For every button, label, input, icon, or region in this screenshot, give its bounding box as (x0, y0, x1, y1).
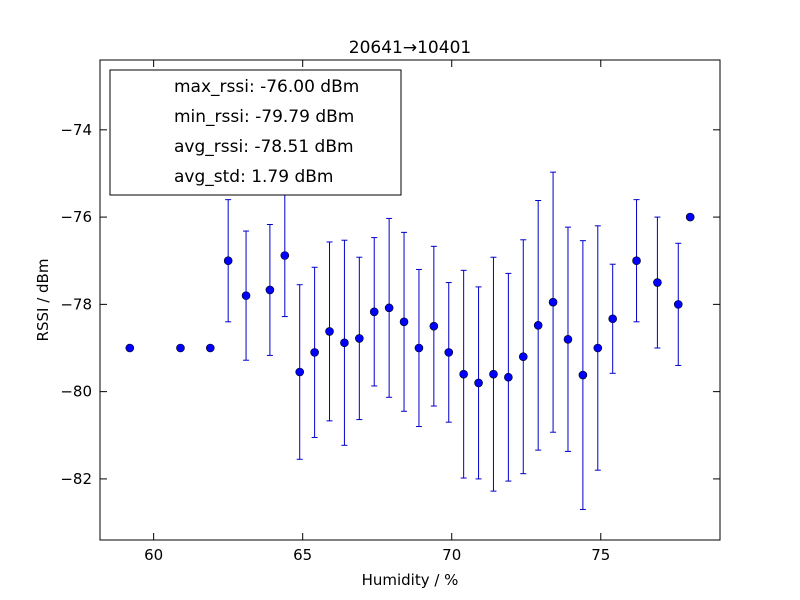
data-point (518, 352, 528, 362)
data-point (429, 321, 439, 331)
data-point (563, 334, 573, 344)
legend: max_rssi: -76.00 dBm min_rssi: -79.79 dB… (109, 69, 402, 196)
legend-entry-max-rssi: max_rssi: -76.00 dBm (174, 77, 359, 97)
x-tick-label: 75 (591, 546, 610, 564)
data-point (459, 369, 468, 379)
x-tick-label: 60 (144, 546, 163, 564)
plot-area (125, 171, 695, 510)
data-point (223, 256, 233, 266)
data-point (340, 338, 349, 348)
y-tick-label: −74 (60, 121, 92, 139)
data-point (265, 285, 275, 295)
data-point (241, 291, 251, 300)
data-point (653, 278, 662, 287)
data-point (384, 303, 394, 313)
data-point (125, 343, 135, 353)
data-point (399, 317, 409, 327)
data-point (593, 343, 603, 353)
data-point (632, 256, 641, 266)
legend-box (109, 69, 402, 196)
data-point (414, 343, 424, 353)
data-point (474, 378, 483, 388)
axes-frame (99, 59, 721, 541)
y-tick-label: −76 (60, 208, 92, 226)
x-tick-label: 70 (442, 546, 461, 564)
data-point (355, 334, 364, 343)
data-point (548, 297, 558, 307)
legend-entry-min-rssi: min_rssi: -79.79 dBm (174, 107, 354, 127)
data-point (489, 369, 498, 379)
data-point (608, 314, 617, 324)
legend-entry-avg-rssi: avg_rssi: -78.51 dBm (174, 137, 354, 157)
data-point (280, 251, 290, 260)
data-point (685, 212, 695, 222)
axis-ticks: 60 65 70 75 −74 −76 −78 −80 −82 (60, 60, 720, 564)
chart-title: 20641→10401 (349, 38, 471, 58)
data-point (578, 370, 588, 380)
data-point (504, 372, 513, 382)
data-point (295, 367, 305, 377)
data-point (176, 343, 185, 353)
data-point (325, 327, 334, 336)
data-point (673, 300, 683, 309)
data-point (533, 321, 543, 330)
data-point (205, 343, 215, 353)
x-tick-label: 65 (293, 546, 312, 564)
data-point (310, 348, 319, 357)
data-point (444, 348, 454, 357)
x-axis-label: Humidity / % (362, 571, 459, 589)
legend-entry-avg-std: avg_std: 1.79 dBm (174, 167, 333, 187)
y-tick-label: −80 (60, 383, 92, 401)
y-tick-label: −82 (60, 470, 92, 488)
y-tick-label: −78 (60, 295, 92, 313)
data-point (369, 307, 379, 317)
y-axis-label: RSSI / dBm (34, 259, 52, 342)
